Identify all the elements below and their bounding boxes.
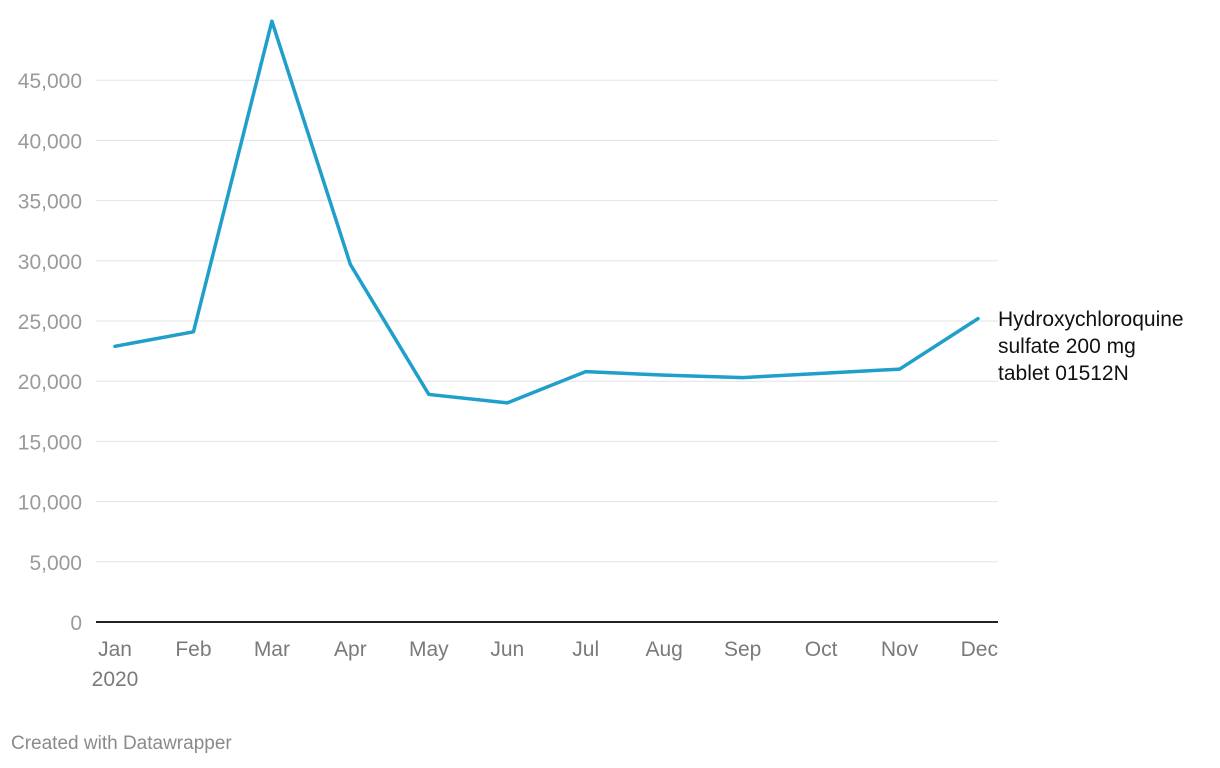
x-tick-label: Oct: [805, 638, 838, 661]
y-tick-label: 30,000: [18, 251, 82, 274]
y-tick-label: 20,000: [18, 371, 82, 394]
x-tick-label: Aug: [645, 638, 682, 661]
x-axis-year-label: 2020: [92, 668, 139, 691]
x-axis-ticks: 2020 Jan Feb Mar Apr May Jun Jul Aug Sep Oct Nov De…: [92, 638, 998, 691]
series-label-line: tablet 01512N: [998, 362, 1129, 385]
x-tick-label: Nov: [881, 638, 919, 661]
x-tick-label: Jan: [98, 638, 132, 661]
series-line: [113, 19, 980, 405]
x-tick-label: Jul: [572, 638, 599, 661]
x-tick-label: Sep: [724, 638, 761, 661]
y-tick-label: 5,000: [29, 552, 82, 575]
series-labels: Hydroxychloroquine sulfate 200 mg tablet 0…: [998, 308, 1184, 385]
line-chart: 0 5,000 10,000 15,000 20,000 25,000 30,000 35,0…: [18, 19, 1184, 691]
y-tick-label: 0: [70, 612, 82, 635]
y-tick-label: 15,000: [18, 431, 82, 454]
y-tick-label: 45,000: [18, 70, 82, 93]
x-tick-label: Dec: [961, 638, 998, 661]
y-tick-label: 25,000: [18, 311, 82, 334]
series-label-line: Hydroxychloroquine: [998, 308, 1184, 331]
series: [113, 19, 980, 405]
x-tick-label: Feb: [175, 638, 211, 661]
y-axis-ticks: 0 5,000 10,000 15,000 20,000 25,000 30,000 35,0…: [18, 70, 82, 635]
gridlines: [96, 79, 998, 563]
x-tick-label: Jun: [490, 638, 524, 661]
credit-text: Created with Datawrapper: [11, 733, 232, 754]
y-tick-label: 40,000: [18, 130, 82, 153]
x-tick-label: May: [409, 638, 449, 661]
series-label-line: sulfate 200 mg: [998, 335, 1136, 358]
x-tick-label: Apr: [334, 638, 367, 661]
x-tick-label: Mar: [254, 638, 290, 661]
y-tick-label: 10,000: [18, 492, 82, 515]
y-tick-label: 35,000: [18, 191, 82, 214]
